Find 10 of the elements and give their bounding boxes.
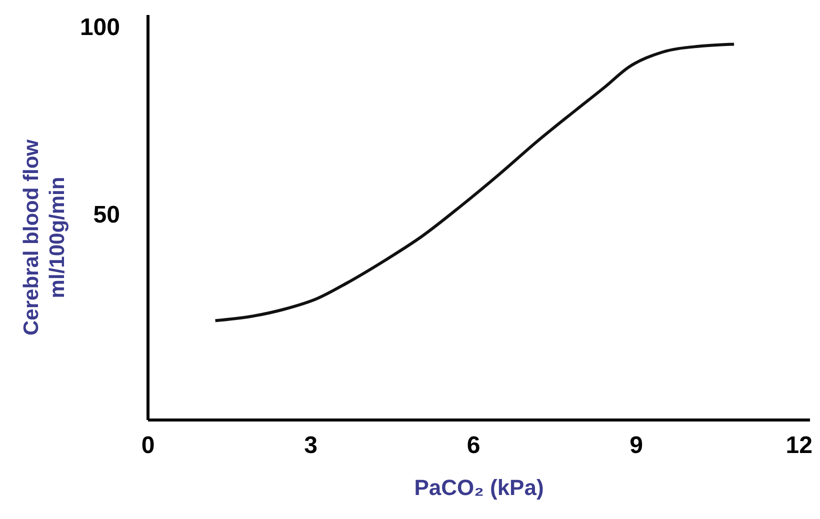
line-series	[214, 42, 736, 322]
y-axis-title: Cerebral blood flow ml/100g/min	[20, 138, 69, 336]
x-tick-label: 6	[466, 432, 480, 460]
x-tick-label: 0	[141, 432, 155, 460]
x-tick-label: 3	[304, 432, 318, 460]
x-axis-title: PaCO₂ (kPa)	[414, 475, 544, 500]
x-tick-label: 12	[786, 432, 812, 460]
y-tick-label: 100	[80, 14, 120, 41]
y-tick-label: 50	[93, 201, 120, 228]
x-tick-label: 9	[630, 432, 644, 460]
